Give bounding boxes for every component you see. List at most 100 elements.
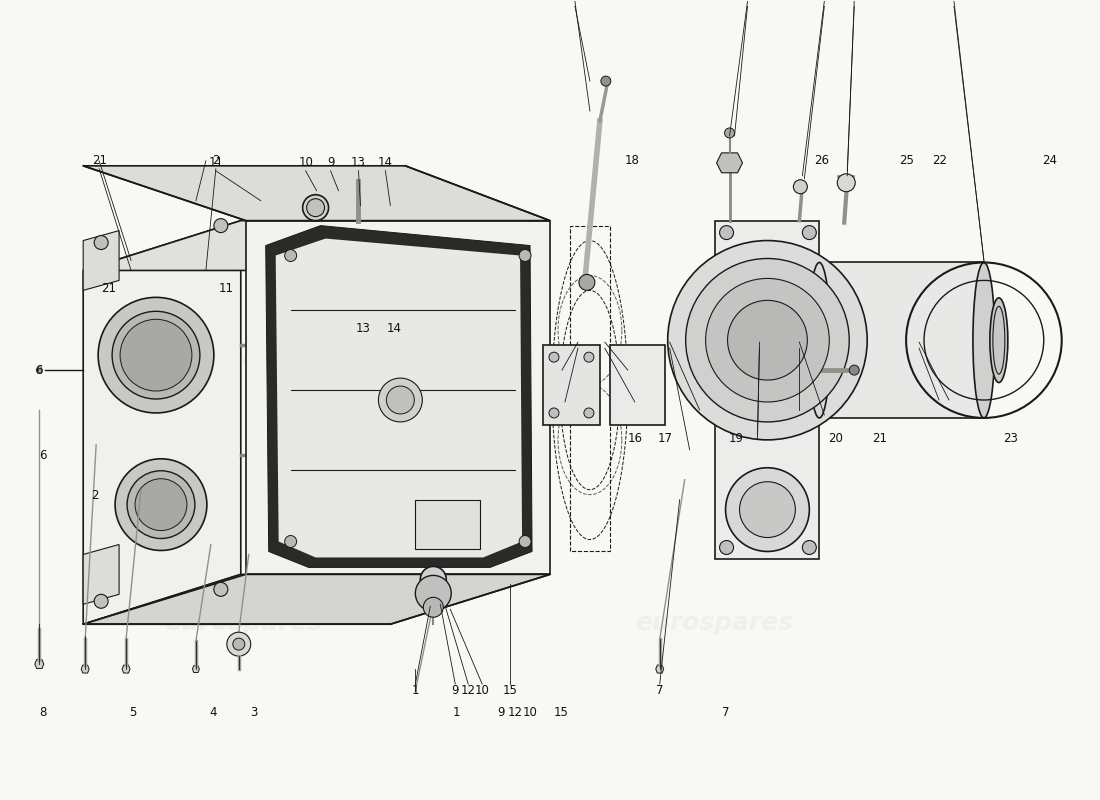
Text: 25: 25 [899,154,914,167]
Polygon shape [715,221,820,559]
Circle shape [719,226,734,239]
Circle shape [285,250,297,262]
Text: eurospares: eurospares [164,611,322,635]
Circle shape [120,319,191,391]
Polygon shape [84,574,406,624]
Circle shape [719,541,734,554]
Text: 11: 11 [219,282,234,295]
Circle shape [584,352,594,362]
Circle shape [705,278,829,402]
Polygon shape [84,221,241,624]
Text: 7: 7 [656,685,663,698]
Text: 19: 19 [729,432,744,445]
Text: 9: 9 [497,706,505,719]
Polygon shape [245,221,550,574]
Polygon shape [81,665,89,673]
Text: 24: 24 [1042,154,1057,167]
Circle shape [726,468,810,551]
Polygon shape [543,345,600,425]
Circle shape [420,566,447,592]
Text: 21: 21 [101,282,117,295]
Text: 8: 8 [40,706,47,719]
Text: 20: 20 [828,432,843,445]
Circle shape [519,250,531,262]
Circle shape [739,482,795,538]
Text: 1: 1 [411,685,419,698]
Polygon shape [84,166,550,221]
Polygon shape [35,659,44,669]
Text: 13: 13 [351,156,366,170]
Text: 3: 3 [250,706,257,719]
Polygon shape [609,345,664,425]
Circle shape [112,311,200,399]
Text: 6: 6 [40,450,47,462]
Text: 5: 5 [130,706,136,719]
Text: 12: 12 [461,685,475,698]
Circle shape [95,594,108,608]
Text: 10: 10 [475,685,490,698]
Text: eurospares: eurospares [636,611,793,635]
Text: 16: 16 [628,432,643,445]
Text: 4: 4 [209,706,217,719]
Text: 15: 15 [503,685,517,698]
Circle shape [98,298,213,413]
Polygon shape [36,367,42,373]
Polygon shape [122,665,130,673]
Text: eurospares: eurospares [636,340,793,364]
Ellipse shape [972,262,994,418]
Polygon shape [716,153,742,173]
Circle shape [378,378,422,422]
Text: 12: 12 [507,706,522,719]
Circle shape [802,226,816,239]
Circle shape [837,174,855,192]
Text: 15: 15 [553,706,569,719]
Circle shape [668,241,867,440]
Circle shape [793,180,807,194]
Polygon shape [820,262,983,418]
Circle shape [302,194,329,221]
Text: 13: 13 [356,322,371,334]
Text: 17: 17 [658,432,673,445]
Circle shape [727,300,807,380]
Ellipse shape [808,262,830,418]
Polygon shape [84,230,119,290]
Text: 23: 23 [1003,432,1019,445]
Polygon shape [84,545,119,604]
Circle shape [128,470,195,538]
Circle shape [584,408,594,418]
Polygon shape [276,238,522,558]
Text: 6: 6 [35,364,43,377]
Polygon shape [84,221,406,270]
Circle shape [685,258,849,422]
Text: 1: 1 [453,706,461,719]
Text: 11: 11 [208,156,223,170]
Polygon shape [416,500,481,550]
Circle shape [424,598,443,618]
Circle shape [233,638,245,650]
Text: eurospares: eurospares [164,340,322,364]
Text: 26: 26 [815,154,829,167]
Polygon shape [192,666,199,673]
Circle shape [285,535,297,547]
Circle shape [725,128,735,138]
Circle shape [549,408,559,418]
Polygon shape [84,574,550,624]
Polygon shape [656,665,663,673]
Circle shape [416,575,451,611]
Circle shape [213,218,228,233]
Circle shape [135,478,187,530]
Circle shape [386,386,415,414]
Polygon shape [266,226,532,567]
Circle shape [307,198,324,217]
Circle shape [601,76,610,86]
Circle shape [227,632,251,656]
Text: 9: 9 [327,156,334,170]
Text: 14: 14 [387,322,402,334]
Ellipse shape [990,298,1008,382]
Circle shape [519,535,531,547]
Text: 10: 10 [298,156,314,170]
Circle shape [213,582,228,596]
Circle shape [116,458,207,550]
Text: 10: 10 [522,706,538,719]
Text: 14: 14 [378,156,393,170]
